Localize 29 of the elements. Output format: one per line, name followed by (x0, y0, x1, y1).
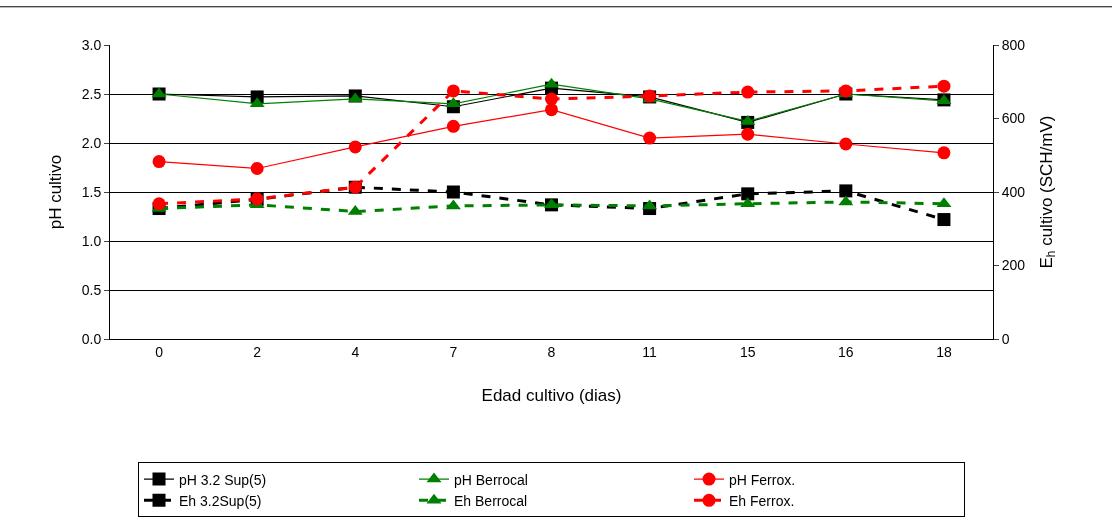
legend-label: pH Ferrox. (729, 471, 796, 488)
y-axis-title: pH cultivo (46, 154, 66, 230)
y2-tick-label: 400 (1001, 183, 1026, 200)
x-tick-label: 2 (253, 343, 262, 360)
y2-tick-label: 0 (1001, 330, 1010, 347)
x-tick-label: 7 (449, 343, 458, 360)
legend-label: pH 3.2 Sup(5) (179, 471, 267, 488)
x-tick-label: 15 (739, 343, 756, 360)
legend-label: Eh Berrocal (454, 492, 528, 509)
y-tick-label: 2.5 (81, 85, 102, 102)
y2-tick-label: 600 (1001, 110, 1026, 127)
x-tick-label: 8 (547, 343, 556, 360)
y-tick-label: 3.0 (81, 36, 102, 53)
x-tick-label: 4 (351, 343, 360, 360)
legend-label: Eh Ferrox. (729, 492, 795, 509)
x-axis-title: Edad cultivo (dias) (481, 386, 622, 406)
x-tick-label: 16 (838, 343, 854, 360)
y2-tick-label: 200 (1001, 257, 1026, 274)
x-tick-label: 0 (155, 343, 164, 360)
x-tick-label: 18 (936, 343, 952, 360)
y-tick-label: 0.0 (81, 330, 102, 347)
y-tick-label: 2.0 (81, 134, 102, 151)
x-tick-label: 11 (642, 343, 658, 360)
legend-label: pH Berrocal (454, 471, 528, 488)
y2-tick-label: 800 (1001, 36, 1026, 53)
y-tick-label: 0.5 (81, 281, 102, 298)
legend-label: Eh 3.2Sup(5) (179, 492, 262, 509)
y-tick-label: 1.5 (81, 183, 102, 200)
y-tick-label: 1.0 (81, 232, 102, 249)
